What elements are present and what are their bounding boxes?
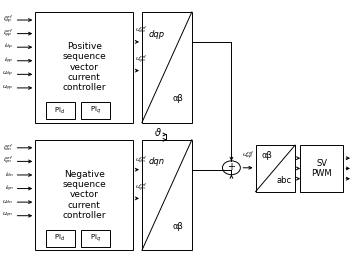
Text: αβ: αβ — [261, 151, 272, 160]
Text: SV
PWM: SV PWM — [311, 159, 332, 178]
Text: $u_{\alpha\beta}^{ref}$: $u_{\alpha\beta}^{ref}$ — [242, 150, 255, 162]
Text: PI$_q$: PI$_q$ — [90, 105, 101, 116]
Bar — [142, 12, 192, 122]
Text: abc: abc — [277, 176, 291, 185]
Text: $i_{dn}$: $i_{dn}$ — [5, 171, 13, 179]
Text: $u_{qn}$: $u_{qn}$ — [2, 211, 13, 220]
Text: $u_{qn}^{ref}$: $u_{qn}^{ref}$ — [135, 182, 147, 194]
Text: αβ: αβ — [173, 221, 183, 231]
Text: $i_{qp}^{ref}$: $i_{qp}^{ref}$ — [3, 27, 13, 40]
Text: αβ: αβ — [173, 94, 183, 103]
Bar — [81, 229, 110, 247]
Text: $u_{dn}$: $u_{dn}$ — [2, 198, 13, 206]
Text: +: + — [228, 162, 235, 172]
Bar — [45, 102, 75, 119]
Bar — [81, 102, 110, 119]
Text: $u_{dp}^{ref}$: $u_{dp}^{ref}$ — [135, 25, 147, 37]
Bar — [300, 145, 343, 192]
Bar — [35, 140, 133, 250]
Text: $i_{dn}^{ref}$: $i_{dn}^{ref}$ — [3, 142, 13, 153]
Text: dqn: dqn — [149, 157, 165, 167]
Text: $i_{qn}$: $i_{qn}$ — [5, 183, 13, 194]
Text: Positive
sequence
vector
current
controller: Positive sequence vector current control… — [62, 42, 106, 93]
Text: $u_{dp}$: $u_{dp}$ — [2, 70, 13, 79]
Text: $i_{qn}^{ref}$: $i_{qn}^{ref}$ — [3, 155, 13, 167]
Text: $i_{dp}^{ref}$: $i_{dp}^{ref}$ — [3, 14, 13, 26]
Bar — [142, 140, 192, 250]
Text: PI$_q$: PI$_q$ — [90, 232, 101, 244]
Text: PI$_d$: PI$_d$ — [54, 233, 66, 243]
Text: $u_{dn}^{ref}$: $u_{dn}^{ref}$ — [135, 154, 147, 165]
Text: $\vartheta$: $\vartheta$ — [154, 126, 162, 138]
Bar — [256, 145, 295, 192]
Text: $u_{qp}$: $u_{qp}$ — [2, 83, 13, 93]
Bar — [35, 12, 133, 122]
Text: $u_{qp}^{ref}$: $u_{qp}^{ref}$ — [135, 54, 147, 66]
Text: $i_{qp}$: $i_{qp}$ — [5, 56, 13, 66]
Text: dqp: dqp — [149, 30, 165, 39]
Bar — [45, 229, 75, 247]
Text: PI$_d$: PI$_d$ — [54, 105, 66, 115]
Text: $i_{dp}$: $i_{dp}$ — [5, 42, 13, 52]
Text: Negative
sequence
vector
current
controller: Negative sequence vector current control… — [62, 170, 106, 220]
